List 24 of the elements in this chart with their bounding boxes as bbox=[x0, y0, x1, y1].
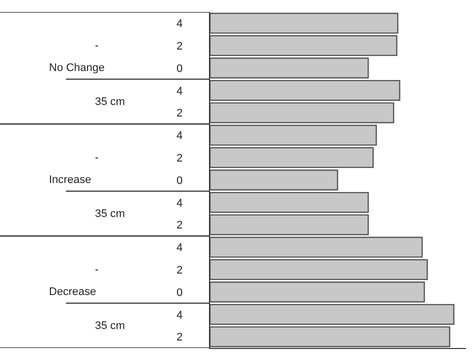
y-tick-label: 2 bbox=[176, 40, 183, 52]
y-tick-label: 4 bbox=[176, 18, 183, 30]
text: - bbox=[95, 152, 99, 164]
text: Decrease bbox=[49, 286, 96, 298]
text: 35 cm bbox=[95, 320, 125, 332]
text: Increase bbox=[49, 174, 92, 186]
y-tick-label: 2 bbox=[176, 220, 183, 232]
y-tick-label: 4 bbox=[176, 197, 183, 210]
text: 35 cm bbox=[95, 208, 125, 220]
text: - bbox=[95, 40, 99, 52]
y-tick-label: 2 bbox=[176, 332, 183, 344]
y-tick-label: 2 bbox=[176, 152, 183, 164]
text: No Change bbox=[49, 62, 105, 74]
text: - bbox=[95, 264, 99, 276]
y-tick-label: 0 bbox=[176, 286, 183, 299]
y-tick-label: 2 bbox=[176, 108, 183, 120]
y-tick-label: 0 bbox=[176, 174, 183, 187]
y-tick-label: 2 bbox=[176, 264, 183, 276]
y-tick-label: 0 bbox=[176, 62, 183, 75]
y-tick-label: 4 bbox=[176, 130, 183, 142]
y-tick-label: 4 bbox=[176, 85, 183, 98]
text: 35 cm bbox=[95, 96, 125, 108]
y-tick-label: 4 bbox=[176, 309, 183, 322]
y-tick-label: 4 bbox=[176, 242, 183, 254]
